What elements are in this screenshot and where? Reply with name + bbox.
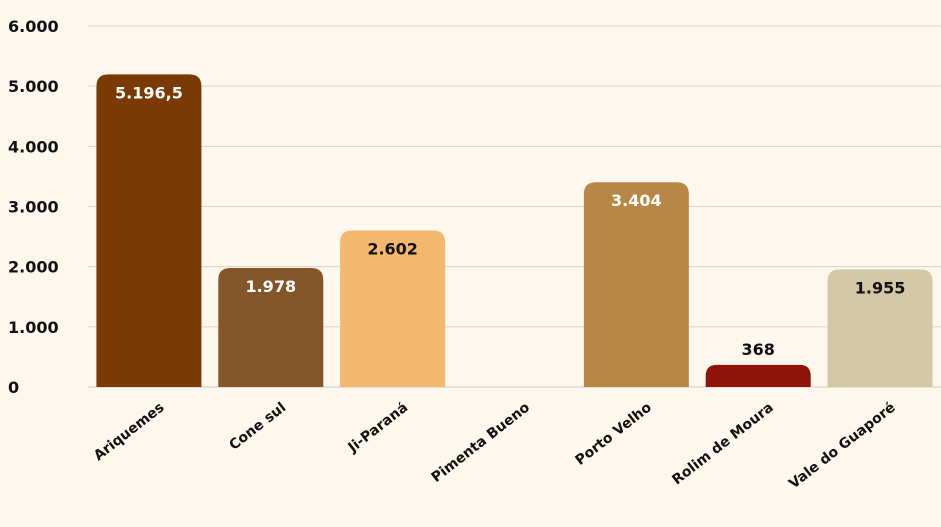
y-axis: 0 1.000 2.000 3.000 4.000 5.000 6.000 <box>8 17 59 397</box>
y-tick-label: 3.000 <box>8 198 59 217</box>
x-tick-label: Cone sul <box>226 400 289 454</box>
y-tick-label: 6.000 <box>8 17 59 36</box>
y-tick-label: 2.000 <box>8 258 59 277</box>
y-tick-label: 4.000 <box>8 137 59 156</box>
bar <box>218 267 324 387</box>
bar <box>583 182 689 387</box>
bar <box>96 74 202 387</box>
bar <box>827 269 933 387</box>
value-labels: 5.196,5 1.978 2.602 3.404 368 1.955 <box>115 83 905 359</box>
data-label: 2.602 <box>367 239 418 258</box>
bar <box>705 364 811 387</box>
gridlines <box>88 25 941 388</box>
bar <box>340 230 446 387</box>
x-tick-label: Ariquemes <box>91 400 167 465</box>
data-label: 368 <box>742 340 775 359</box>
x-tick-label: Rolim de Moura <box>669 400 776 489</box>
data-label: 1.955 <box>855 278 906 297</box>
x-tick-label: Ji-Paraná <box>345 400 412 457</box>
y-tick-label: 0 <box>8 378 19 397</box>
x-tick-label: Porto Velho <box>573 399 656 468</box>
data-label: 3.404 <box>611 191 662 210</box>
x-axis: Ariquemes Cone sul Ji-Paraná Pimenta Bueno P… <box>91 399 899 492</box>
y-tick-label: 5.000 <box>8 77 59 96</box>
data-label: 5.196,5 <box>115 83 183 102</box>
x-tick-label: Vale do Guaporé <box>786 400 898 493</box>
bars <box>96 74 933 387</box>
x-tick-label: Pimenta Bueno <box>429 399 534 486</box>
y-tick-label: 1.000 <box>8 318 59 337</box>
data-label: 1.978 <box>245 277 296 296</box>
